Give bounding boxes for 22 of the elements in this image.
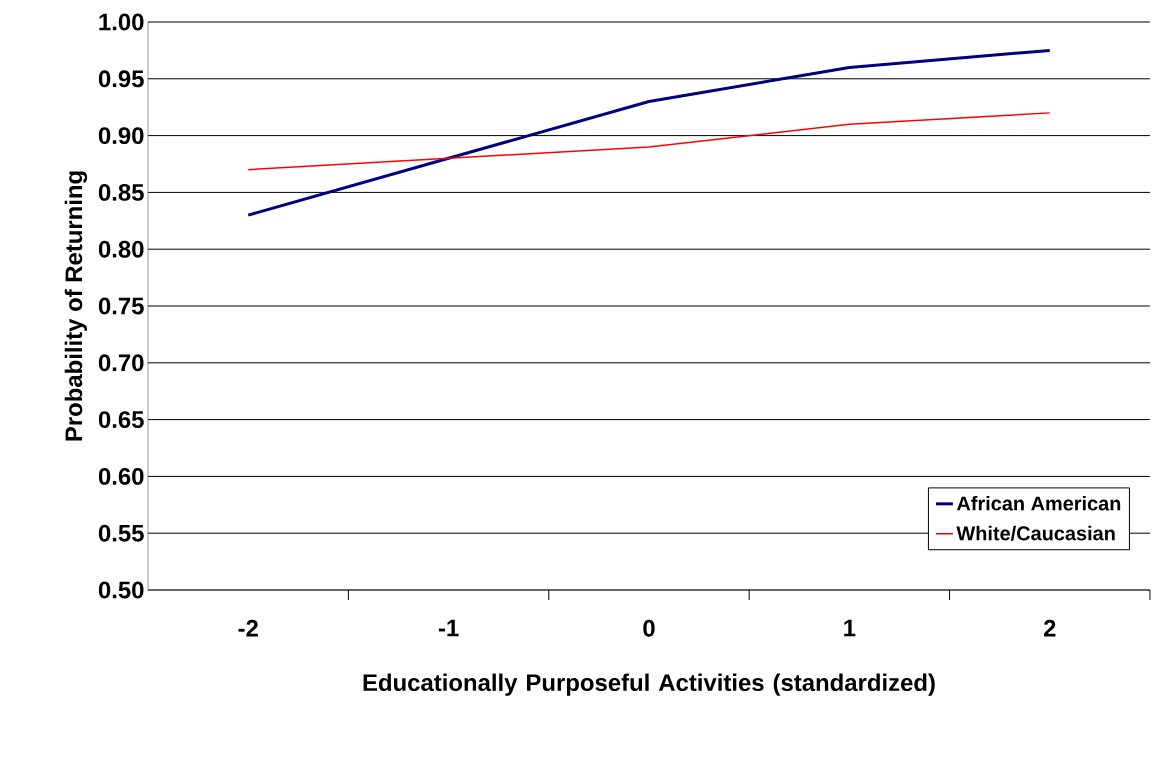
y-tick-label: 0.50 (98, 581, 144, 599)
y-tick-label: 0.80 (98, 240, 144, 258)
legend-label: African American (956, 495, 1121, 511)
y-tick-label: 0.55 (98, 524, 144, 542)
y-tick-label: 0.65 (98, 411, 144, 429)
line-series (246, 48, 1052, 217)
y-tick-label: 0.60 (98, 467, 144, 485)
y-axis-title: Probability of Returning (64, 171, 88, 441)
x-axis-title: Educationally Purposeful Activities (standardized) (363, 673, 935, 696)
x-tick-label: -1 (438, 619, 459, 637)
x-tick-label: 0 (643, 619, 655, 637)
x-tick-label: 2 (1043, 619, 1056, 637)
y-tick-label: 0.85 (98, 183, 144, 201)
y-tick-label: 0.70 (98, 354, 144, 372)
line-series (247, 112, 1051, 171)
legend-label: White/Caucasian (956, 525, 1115, 541)
x-tick-label: -2 (238, 619, 258, 637)
x-tick-label: 1 (844, 619, 856, 637)
y-tick-label: 0.90 (98, 127, 144, 145)
y-tick-label: 1.00 (99, 13, 144, 31)
y-tick-label: 0.95 (98, 70, 144, 88)
y-tick-label: 0.75 (98, 297, 144, 315)
